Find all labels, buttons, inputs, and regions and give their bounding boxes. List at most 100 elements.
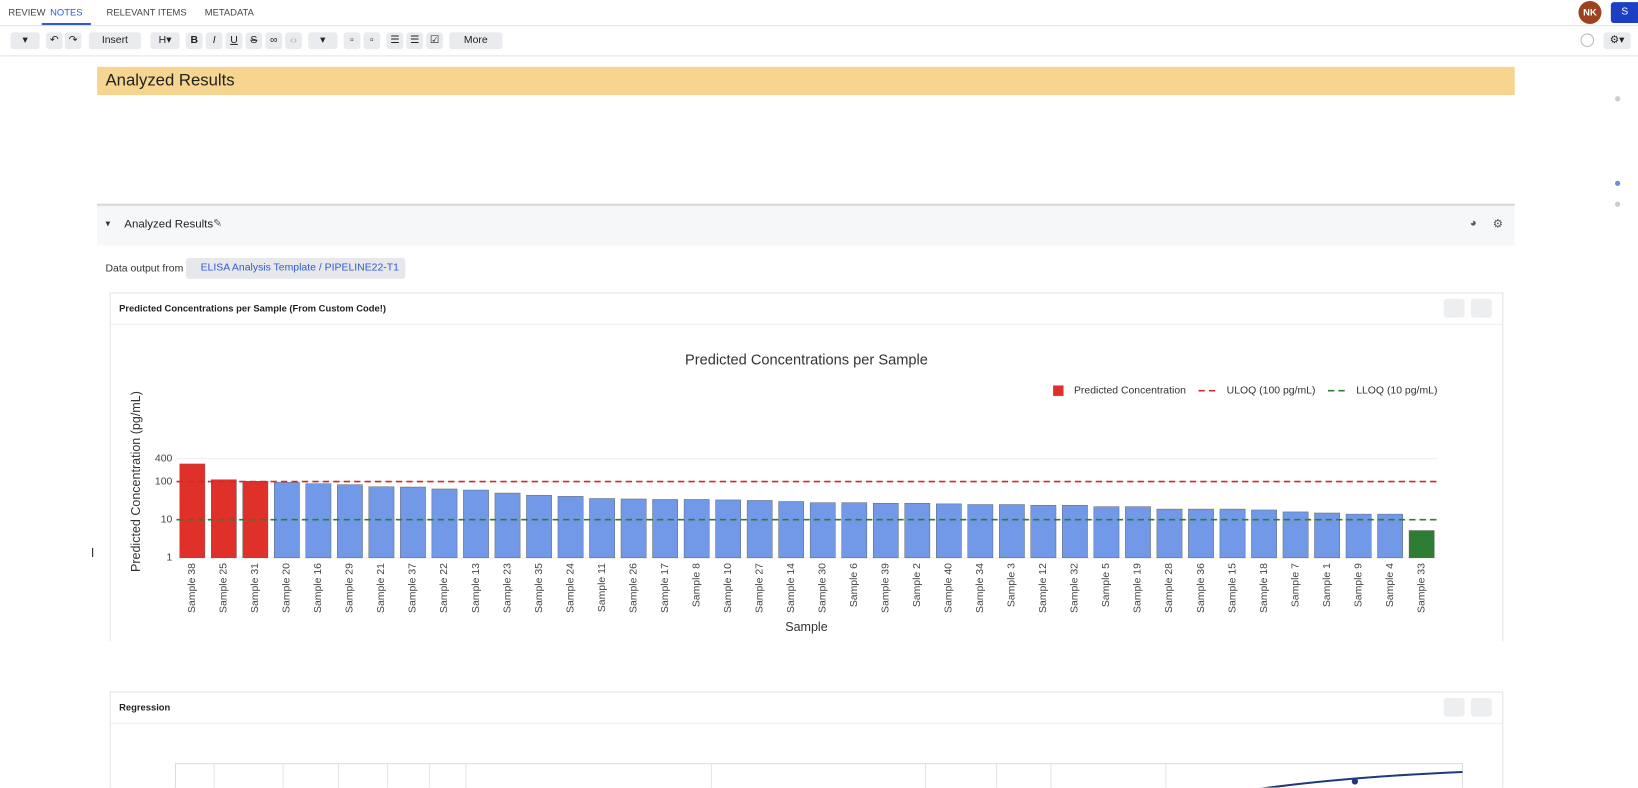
x-tick-label: Sample 22 bbox=[439, 563, 450, 613]
x-tick-label: Sample 6 bbox=[849, 563, 860, 607]
edit-icon[interactable]: ✎ bbox=[213, 218, 222, 230]
data-output-link[interactable]: ELISA Analysis Template / PIPELINE22-T1 bbox=[185, 258, 406, 279]
x-tick-label: Sample 7 bbox=[1290, 563, 1301, 607]
bar bbox=[494, 492, 521, 559]
tab[interactable]: NOTES bbox=[41, 0, 91, 26]
gear-icon[interactable]: ⚙ bbox=[1492, 218, 1504, 231]
x-tick-label: Sample 37 bbox=[408, 563, 419, 613]
expand-button[interactable] bbox=[1470, 697, 1492, 717]
strike-button[interactable]: S bbox=[245, 32, 263, 50]
code-button[interactable]: ‹› bbox=[285, 32, 302, 50]
tab-bar: REVIEW NOTES RELEVANT ITEMS METADATA bbox=[0, 0, 1638, 27]
bar bbox=[305, 483, 332, 559]
insight-button[interactable] bbox=[1443, 298, 1465, 318]
bar bbox=[999, 504, 1025, 559]
x-tick-label: Sample 36 bbox=[1196, 563, 1207, 613]
heading-button[interactable]: H▾ bbox=[150, 32, 180, 50]
section-header bbox=[97, 203, 1515, 246]
rail-dot[interactable] bbox=[1615, 201, 1621, 207]
tab[interactable]: METADATA bbox=[204, 7, 254, 18]
superscript-button[interactable]: ▫ bbox=[363, 32, 381, 50]
underline-button[interactable]: U bbox=[225, 32, 243, 50]
y-tick-label: 1 bbox=[167, 553, 173, 564]
more-button[interactable]: More bbox=[449, 32, 503, 50]
bullet-list-button[interactable]: ☰ bbox=[386, 32, 404, 50]
bar bbox=[1282, 511, 1309, 559]
y-axis-title: Predicted Concentration (pg/mL) bbox=[129, 391, 143, 572]
x-tick-label: Sample 21 bbox=[376, 563, 387, 613]
x-tick-label: Sample 12 bbox=[1038, 563, 1049, 613]
x-tick-label: Sample 3 bbox=[1007, 563, 1018, 607]
bar-chart: Predicted Concentrations per Sample Samp… bbox=[129, 352, 1438, 634]
bar bbox=[683, 499, 710, 559]
bar bbox=[1125, 506, 1151, 559]
bar bbox=[1156, 508, 1183, 559]
x-tick-label: Sample 39 bbox=[881, 563, 892, 613]
bar bbox=[841, 502, 868, 559]
y-tick-label: 10 bbox=[161, 514, 173, 525]
x-tick-label: Sample 31 bbox=[250, 563, 261, 613]
undo-button[interactable]: ↶ bbox=[45, 32, 63, 50]
insight-button[interactable] bbox=[1443, 697, 1465, 717]
redo-button[interactable]: ↷ bbox=[64, 32, 82, 50]
user-avatar[interactable]: NK bbox=[1578, 1, 1602, 25]
bar bbox=[1345, 513, 1372, 559]
grid bbox=[213, 763, 1167, 788]
bar bbox=[1062, 504, 1088, 559]
expand-button[interactable] bbox=[1470, 298, 1492, 318]
bar bbox=[1251, 509, 1277, 559]
x-tick-label: Sample 34 bbox=[975, 563, 986, 613]
data-output-label: Data output from bbox=[105, 263, 184, 275]
x-tick-label: Sample 33 bbox=[1416, 563, 1427, 613]
chart-card: Predicted Concentrations per Sample (Fro… bbox=[109, 292, 1504, 642]
font-color-button[interactable]: ▾ bbox=[308, 32, 338, 50]
bar bbox=[904, 503, 931, 559]
number-list-button[interactable]: ☰ bbox=[406, 32, 424, 50]
palette-icon[interactable]: ◕ bbox=[1469, 217, 1477, 230]
bar bbox=[431, 488, 458, 559]
cursor: I bbox=[90, 545, 95, 560]
subscript-button[interactable]: ▫ bbox=[343, 32, 361, 50]
link-button[interactable]: ∞ bbox=[265, 32, 283, 50]
bar bbox=[1377, 513, 1403, 559]
x-tick-label: Sample 32 bbox=[1070, 563, 1081, 613]
x-tick-label: Sample 38 bbox=[187, 563, 198, 613]
x-tick-label: Sample 11 bbox=[597, 563, 608, 612]
x-tick-label: Sample 2 bbox=[912, 563, 923, 607]
legend-label: ULOQ (100 pg/mL) bbox=[1227, 385, 1316, 396]
bar bbox=[526, 494, 552, 559]
rail-dot[interactable] bbox=[1615, 96, 1621, 102]
x-tick-label: Sample 4 bbox=[1385, 563, 1396, 607]
bar bbox=[715, 499, 741, 559]
x-tick-label: Sample 35 bbox=[534, 563, 545, 613]
settings-button[interactable]: ⚙▾ bbox=[1603, 32, 1631, 50]
checkbox-button[interactable]: ☑ bbox=[426, 32, 443, 50]
regression-card: Regression bbox=[109, 691, 1504, 788]
x-tick-label: Sample 25 bbox=[219, 563, 230, 613]
bar bbox=[778, 501, 805, 559]
bold-button[interactable]: B bbox=[185, 32, 203, 50]
bar bbox=[1188, 508, 1214, 559]
share-button[interactable]: S bbox=[1610, 2, 1638, 23]
print-button[interactable]: ▾ bbox=[10, 32, 40, 50]
y-tick-label: 400 bbox=[155, 453, 173, 464]
y-tick-label: 100 bbox=[155, 476, 173, 487]
bar bbox=[589, 498, 615, 559]
bar bbox=[1093, 506, 1120, 559]
tab[interactable]: REVIEW bbox=[8, 7, 46, 18]
insert-button[interactable]: Insert bbox=[88, 32, 142, 50]
banner-title: Analyzed Results bbox=[97, 66, 1515, 96]
bar bbox=[936, 503, 962, 559]
rail-dot[interactable] bbox=[1615, 180, 1621, 186]
collapse-toggle[interactable]: ▾ bbox=[105, 218, 111, 229]
status-icon[interactable] bbox=[1580, 33, 1595, 48]
x-tick-label: Sample 24 bbox=[565, 563, 576, 613]
x-axis-title: Sample bbox=[785, 620, 827, 634]
x-tick-label: Sample 27 bbox=[754, 563, 765, 613]
italic-button[interactable]: I bbox=[205, 32, 223, 50]
tab[interactable]: RELEVANT ITEMS bbox=[106, 7, 187, 18]
card-title: Regression bbox=[110, 693, 1503, 724]
x-tick-label: Sample 29 bbox=[345, 563, 356, 613]
bar bbox=[557, 496, 584, 559]
x-tick-label: Sample 18 bbox=[1259, 563, 1270, 613]
